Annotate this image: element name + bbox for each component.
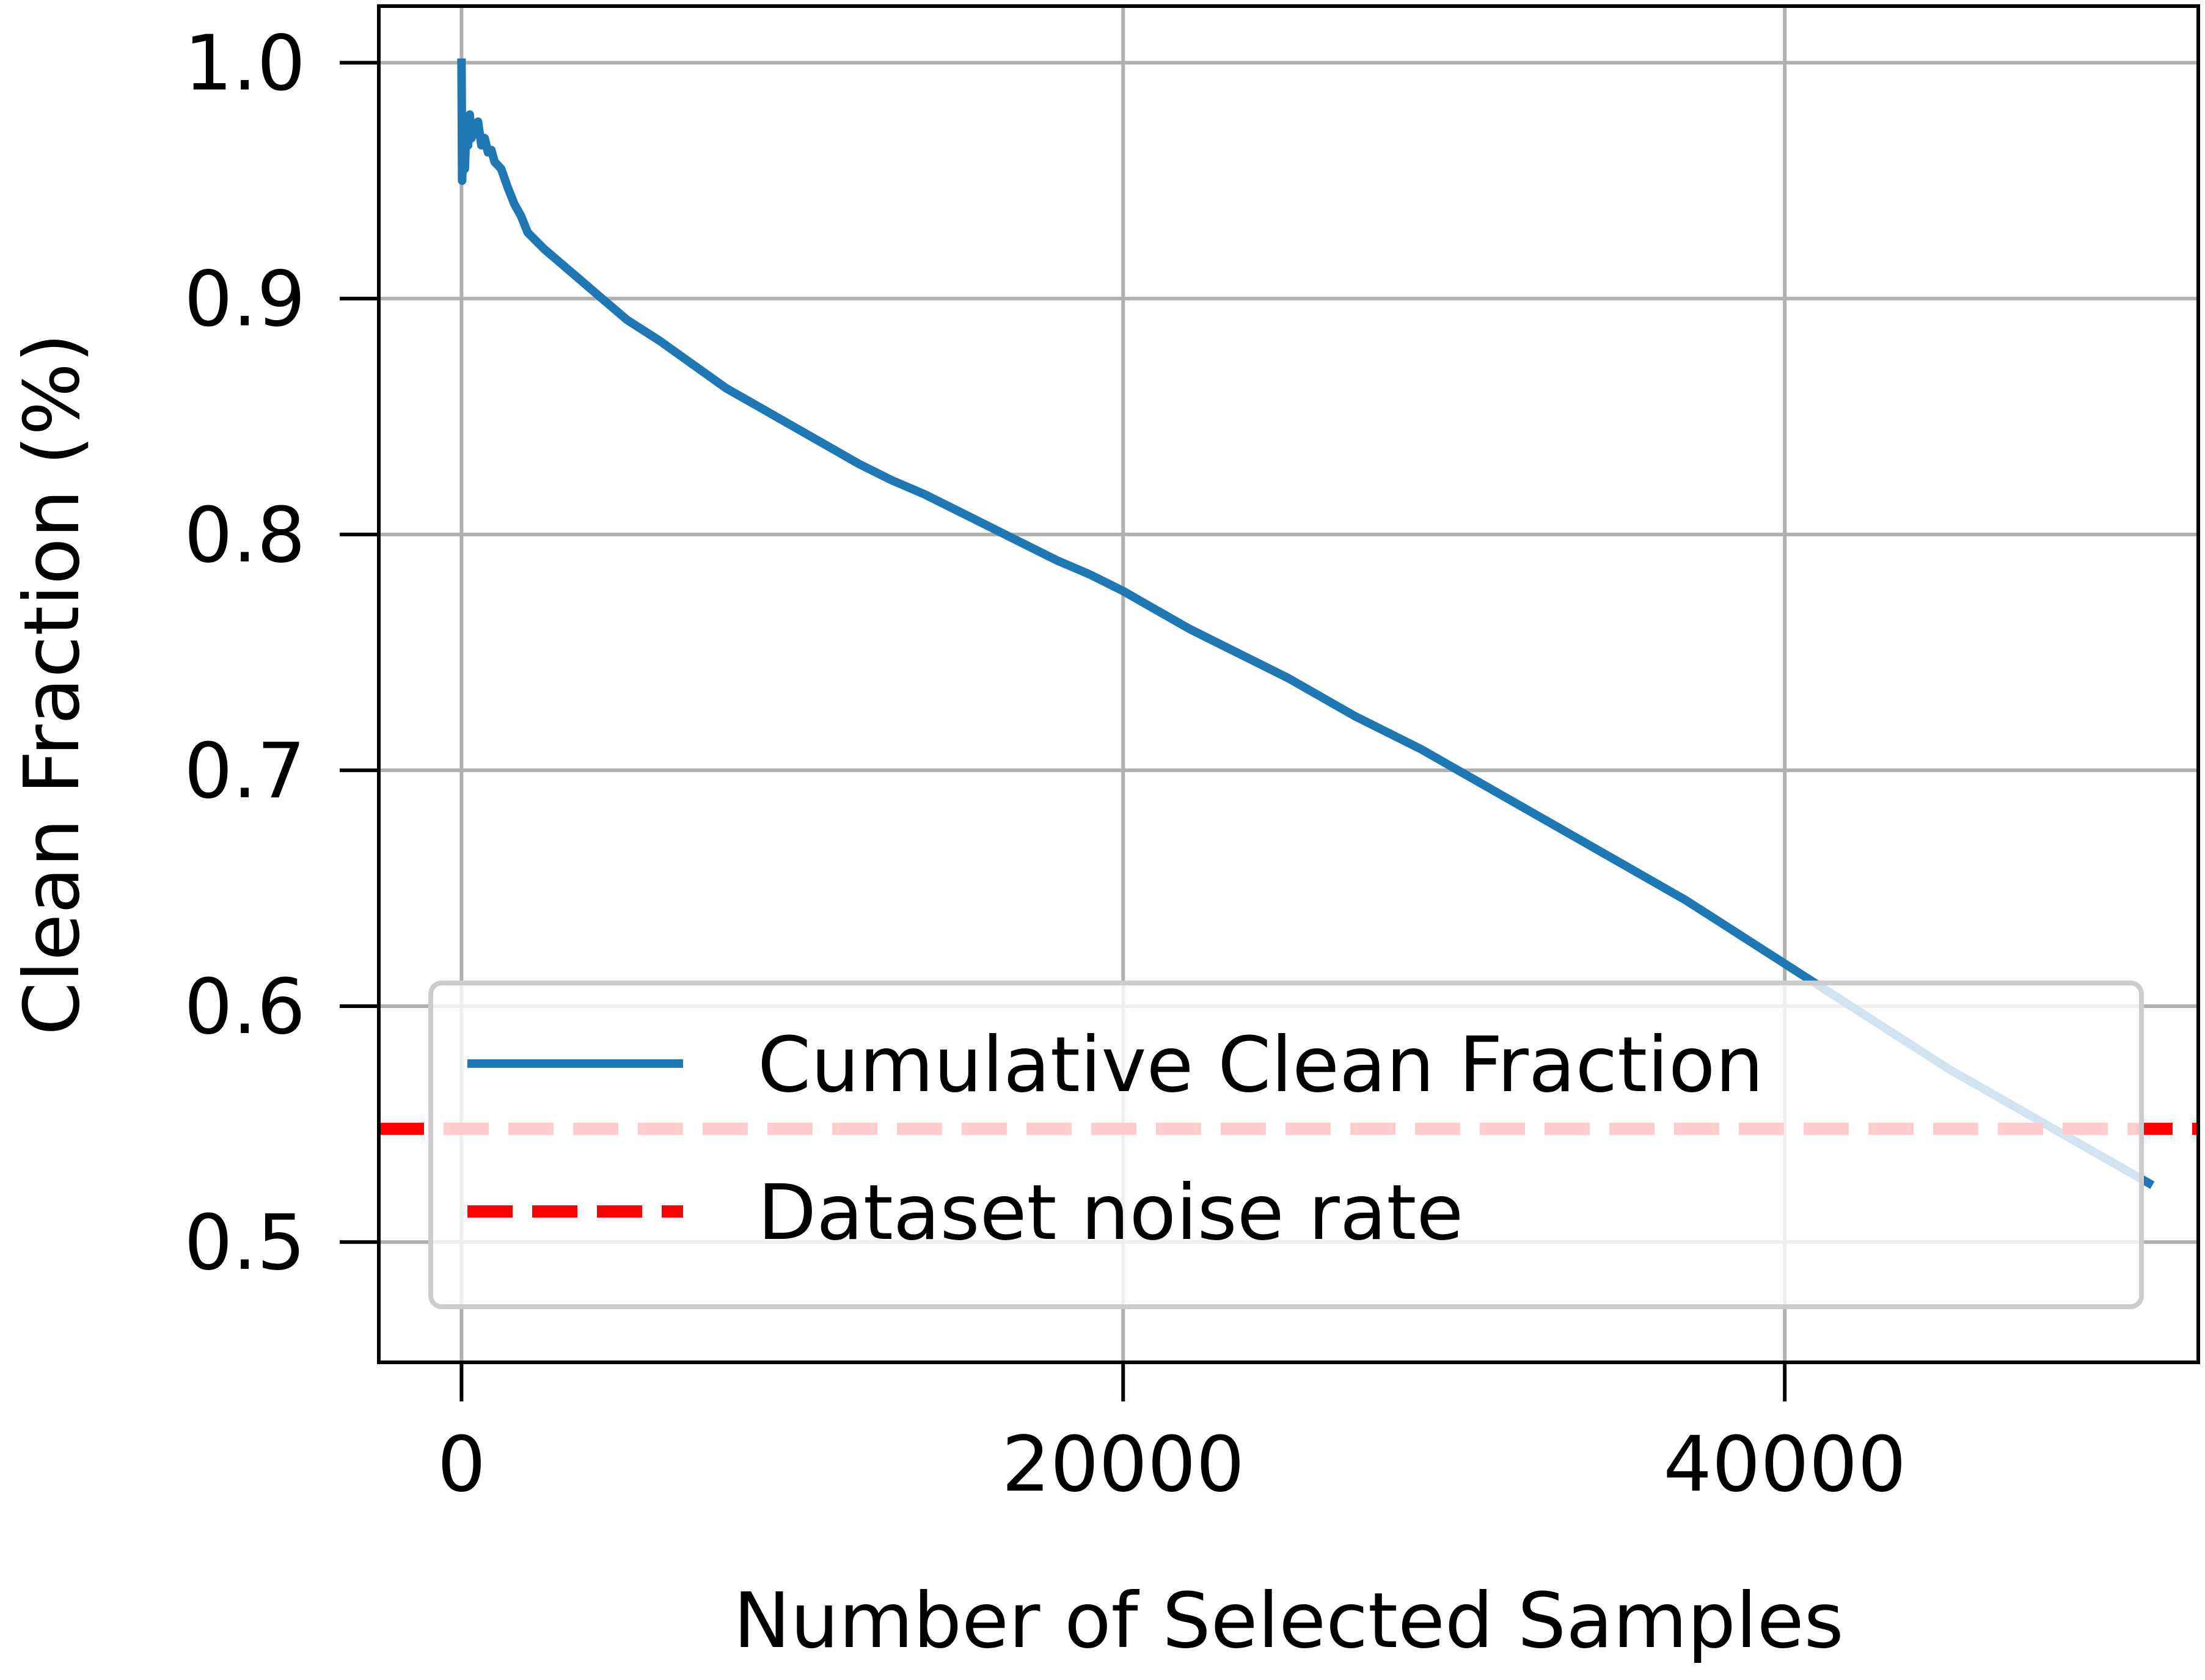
plot-frame [377, 4, 2200, 1364]
y-tick-label: 0.6 [184, 963, 305, 1051]
y-tick-label: 0.7 [184, 727, 305, 816]
x-axis-label: Number of Selected Samples [733, 1577, 1844, 1665]
y-axis-label: Clean Fraction (%) [8, 333, 97, 1035]
cumulative-clean-fraction-line [457, 58, 2155, 1189]
y-tick-label: 1.0 [184, 20, 305, 108]
x-tick-label: 0 [437, 1420, 486, 1509]
axis-ticks: 0 20000 40000 0.5 0.6 0.7 0.8 0.9 1.0 [184, 20, 1906, 1509]
y-tick-label: 0.9 [184, 255, 305, 344]
x-tick-label: 40000 [1663, 1420, 1906, 1509]
legend-label-cumulative-clean-fraction: Cumulative Clean Fraction [758, 1021, 1764, 1109]
y-tick-label: 0.5 [184, 1199, 305, 1287]
legend: Cumulative Clean Fraction Dataset noise … [428, 981, 2144, 1309]
y-tick-label: 0.8 [184, 491, 305, 580]
legend-box [428, 981, 2144, 1309]
legend-label-dataset-noise-rate: Dataset noise rate [758, 1169, 1463, 1257]
x-tick-label: 20000 [1001, 1420, 1245, 1509]
